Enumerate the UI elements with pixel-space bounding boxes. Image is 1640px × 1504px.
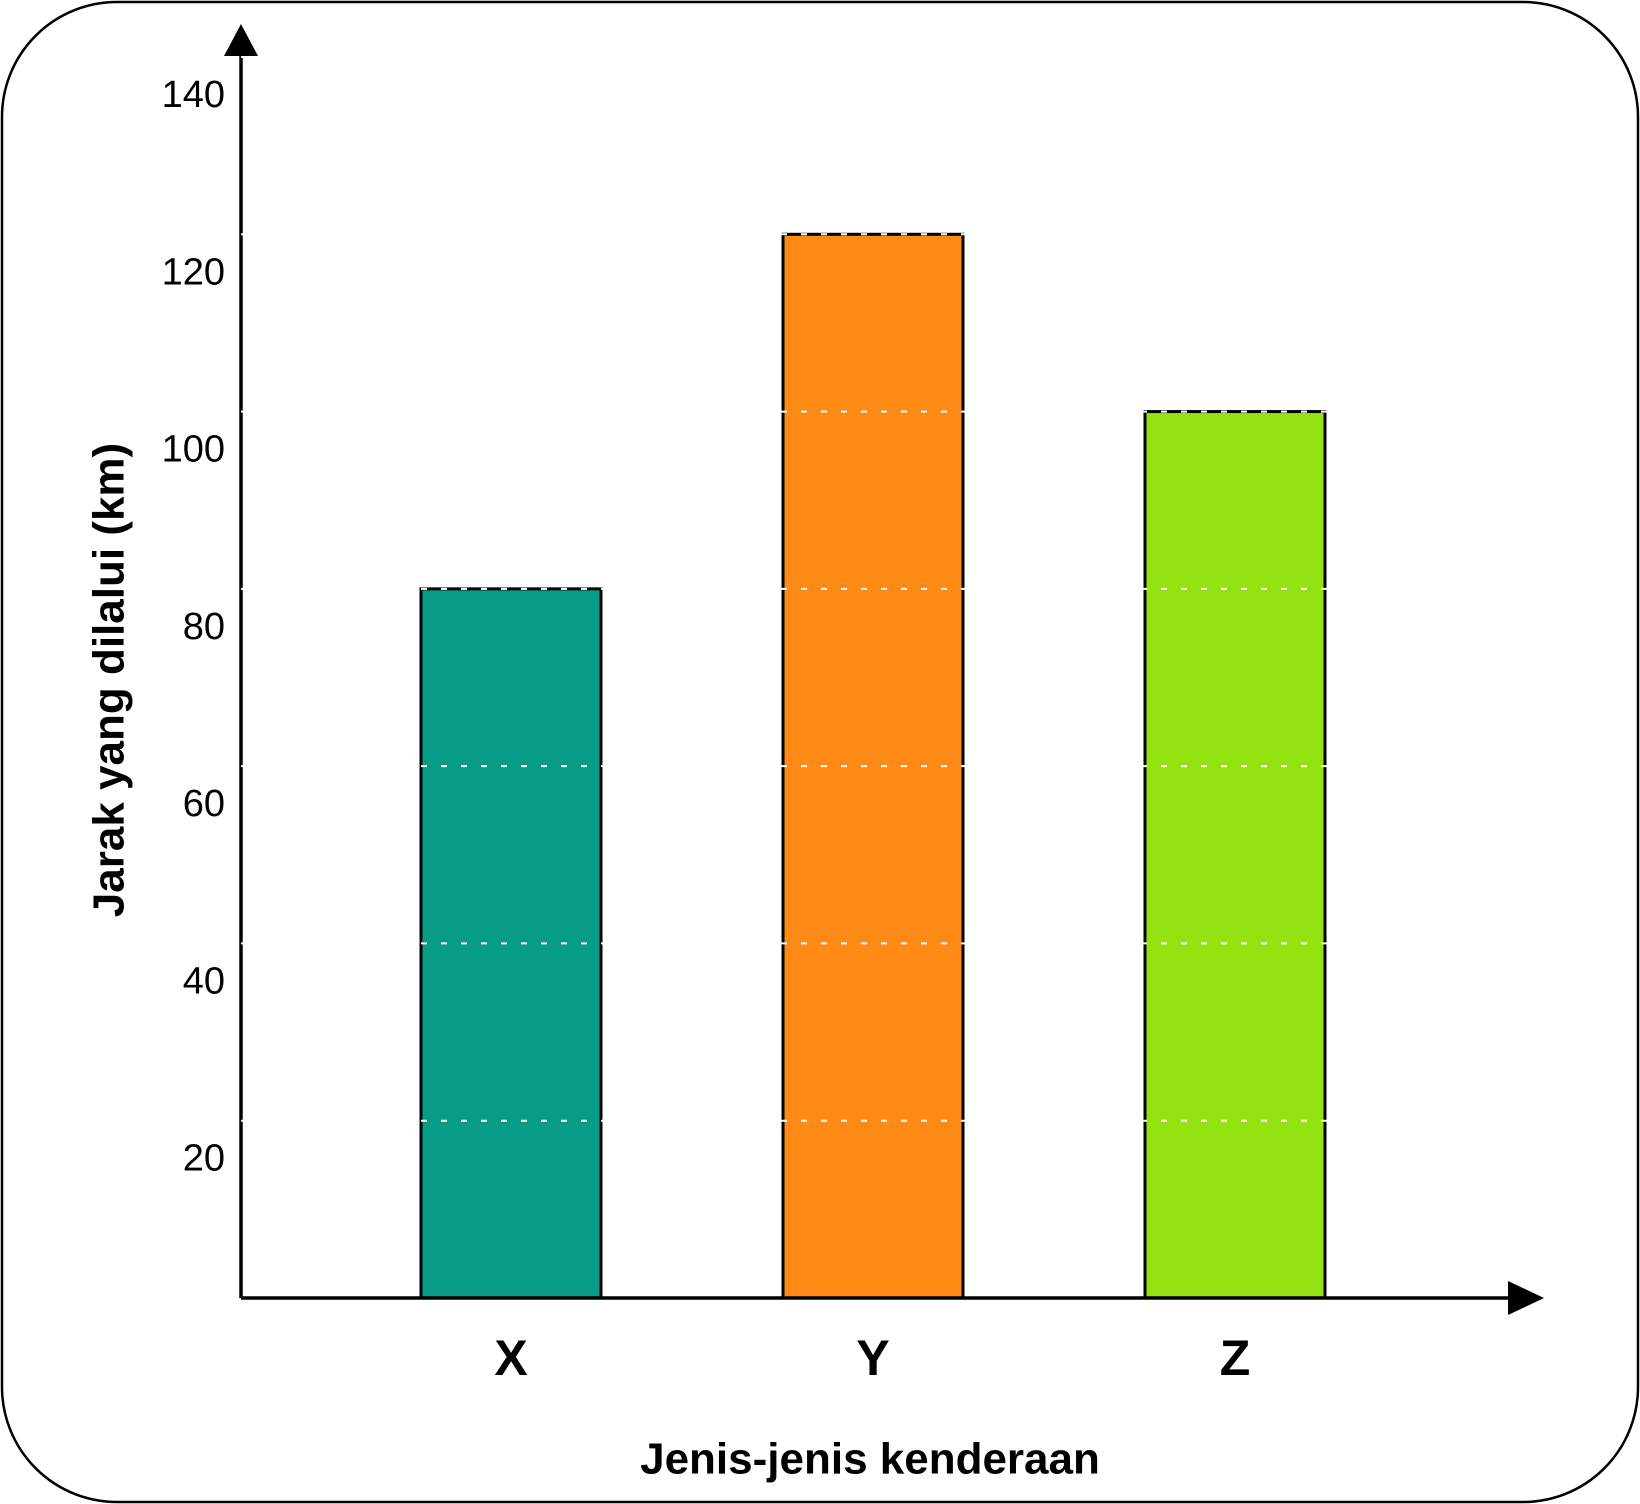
x-axis-title: Jenis-jenis kenderaan xyxy=(640,1435,1100,1484)
y-tick-label: 80 xyxy=(183,606,225,648)
bar xyxy=(419,587,603,1300)
y-tick-label: 20 xyxy=(183,1138,225,1180)
x-axis-arrow xyxy=(1508,1281,1544,1315)
x-tick-label: Z xyxy=(1220,1330,1251,1386)
y-tick-label: 60 xyxy=(183,783,225,825)
x-tick-label: X xyxy=(494,1330,527,1386)
bar xyxy=(781,232,965,1300)
y-tick-label: 100 xyxy=(162,429,225,471)
plot-area xyxy=(419,232,1327,1300)
bar xyxy=(1143,410,1327,1300)
y-axis-title: Jarak yang dilalui (km) xyxy=(85,443,134,917)
y-tick-label: 120 xyxy=(162,251,225,293)
y-tick-label: 40 xyxy=(183,960,225,1002)
y-tick-label: 140 xyxy=(162,74,225,116)
x-tick-label: Y xyxy=(856,1330,889,1386)
y-axis-arrow xyxy=(224,24,258,56)
